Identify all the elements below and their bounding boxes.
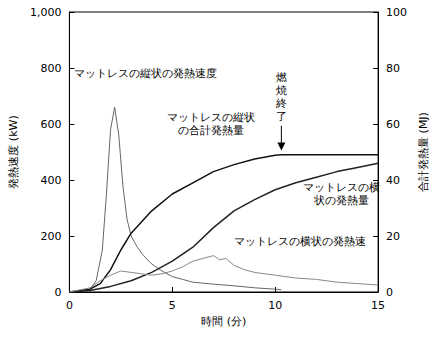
svg-text:0: 0 <box>54 286 61 299</box>
svg-text:焼: 焼 <box>276 84 287 97</box>
svg-text:時間 (分): 時間 (分) <box>201 315 246 328</box>
svg-text:80: 80 <box>386 62 400 75</box>
svg-text:100: 100 <box>386 6 407 19</box>
svg-text:終: 終 <box>275 97 287 110</box>
svg-text:800: 800 <box>40 62 61 75</box>
svg-text:合計発熱量 (MJ): 合計発熱量 (MJ) <box>417 112 430 192</box>
svg-text:5: 5 <box>169 299 176 312</box>
svg-text:マットレスの横: マットレスの横 <box>303 181 380 194</box>
svg-text:20: 20 <box>386 230 400 243</box>
svg-text:0: 0 <box>66 299 73 312</box>
svg-text:状の発熱量: 状の発熱量 <box>313 194 369 207</box>
svg-text:40: 40 <box>386 174 400 187</box>
svg-text:15: 15 <box>371 299 385 312</box>
svg-text:マットレスの横状の発熱速: マットレスの横状の発熱速 <box>234 235 366 248</box>
svg-text:マットレスの縦状の発熱速度: マットレスの縦状の発熱速度 <box>74 67 217 80</box>
svg-text:1,000: 1,000 <box>30 6 62 19</box>
svg-text:200: 200 <box>40 230 61 243</box>
svg-text:60: 60 <box>386 118 400 131</box>
svg-text:燃: 燃 <box>276 71 287 84</box>
svg-text:の合計発熱量: の合計発熱量 <box>178 124 244 137</box>
svg-text:400: 400 <box>40 174 61 187</box>
svg-text:マットレスの縦状: マットレスの縦状 <box>167 111 255 124</box>
svg-text:600: 600 <box>40 118 61 131</box>
svg-text:0: 0 <box>386 286 393 299</box>
svg-text:了: 了 <box>276 110 287 123</box>
svg-text:発熱速度 (kW): 発熱速度 (kW) <box>7 115 20 188</box>
svg-text:10: 10 <box>268 299 282 312</box>
